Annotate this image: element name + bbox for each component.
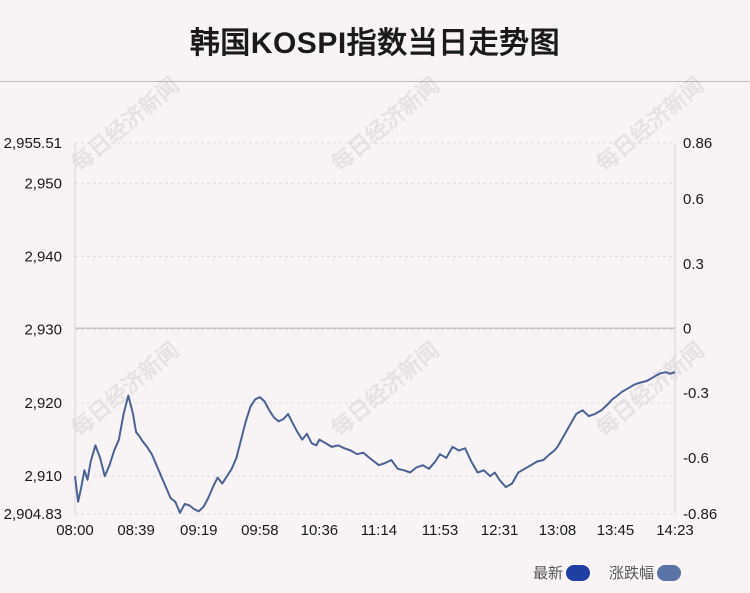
x-tick-label: 11:53 [422, 522, 458, 539]
legend-label-change: 涨跌幅 [609, 565, 655, 582]
y-right-tick-label: 0 [683, 321, 691, 338]
series-layer [74, 371, 676, 514]
y-axis-left: 2,955.51 2,950 2,940 2,930 2,920 2,910 2,904.8… [4, 135, 62, 523]
y-right-tick-label: -0.86 [683, 506, 717, 523]
y-left-tick-label: 2,930 [24, 322, 62, 339]
x-tick-label: 10:36 [301, 522, 339, 539]
watermark-3: 每日经济新闻 [67, 337, 184, 441]
watermark-1: 每日经济新闻 [327, 72, 444, 176]
y-right-tick-label: 0.6 [683, 191, 704, 208]
x-tick-label: 11:14 [361, 522, 397, 539]
x-tick-label: 13:08 [539, 522, 577, 539]
y-left-tick-label: 2,950 [24, 175, 62, 192]
grid-lines [75, 142, 675, 515]
legend-swatch-latest [566, 564, 591, 581]
series-line-0 [74, 371, 676, 514]
title-divider [0, 81, 750, 82]
x-tick-label: 12:31 [481, 522, 519, 539]
y-left-tick-label: 2,955.51 [4, 135, 62, 152]
y-right-tick-label: -0.6 [683, 450, 709, 467]
y-right-tick-label: 0.3 [683, 256, 704, 273]
legend-item-change[interactable]: 涨跌幅 [609, 562, 682, 583]
y-left-tick-label: 2,940 [24, 249, 62, 266]
watermark-4: 每日经济新闻 [327, 337, 444, 441]
y-right-tick-label: 0.86 [683, 135, 712, 152]
legend-label-latest: 最新 [533, 565, 564, 582]
x-tick-label: 14:23 [656, 522, 694, 539]
x-tick-label: 13:45 [597, 522, 635, 539]
y-right-tick-label: -0.3 [683, 385, 709, 402]
legend-item-latest[interactable]: 最新 [533, 562, 591, 583]
y-left-tick-label: 2,920 [24, 395, 62, 412]
x-tick-label: 09:19 [180, 522, 218, 539]
legend-swatch-change [657, 564, 682, 581]
y-left-tick-label: 2,904.83 [4, 506, 62, 523]
y-axis-right: 0.86 0.6 0.3 0 -0.3 -0.6 -0.86 [683, 135, 717, 523]
x-tick-label: 08:00 [56, 522, 94, 539]
watermark-2: 每日经济新闻 [592, 72, 709, 176]
x-tick-label: 08:39 [117, 522, 155, 539]
x-tick-label: 09:58 [241, 522, 279, 539]
chart-title: 韩国KOSPI指数当日走势图 [189, 27, 561, 60]
watermark-0: 每日经济新闻 [67, 72, 184, 176]
y-left-tick-label: 2,910 [24, 468, 62, 485]
x-axis: 08:00 08:39 09:19 09:58 10:36 11:14 11:53 12:31… [56, 522, 694, 539]
